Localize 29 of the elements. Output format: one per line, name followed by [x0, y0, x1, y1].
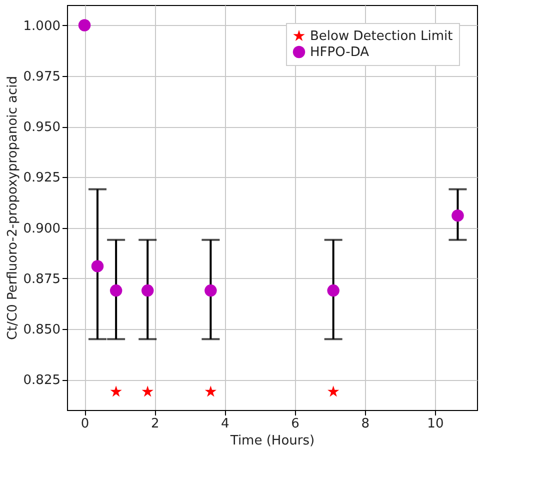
legend-label: HFPO-DA [310, 45, 370, 60]
point [204, 284, 217, 297]
y-tick-label: 0.925 [23, 170, 60, 186]
y-tick-label: 1.000 [23, 18, 60, 34]
x-axis-title: Time (Hours) [229, 434, 315, 448]
point [110, 284, 122, 297]
point [204, 386, 216, 397]
point [142, 386, 154, 397]
point [110, 386, 122, 397]
legend-label: Below Detection Limit [310, 29, 453, 44]
x-tick-label: 8 [361, 416, 370, 432]
y-tick-label: 0.875 [23, 272, 60, 287]
point [327, 284, 340, 297]
y-tick-label: 0.850 [23, 322, 60, 338]
x-tick-label: 2 [150, 416, 160, 432]
point [91, 260, 104, 272]
y-tick-label: 0.900 [23, 221, 60, 236]
point [78, 19, 91, 32]
point [452, 209, 464, 222]
x-tick-label: 4 [221, 416, 230, 432]
y-tick-label: 0.825 [23, 373, 60, 388]
x-tick-label: 10 [427, 416, 444, 432]
y-tick-label: 0.975 [23, 69, 60, 84]
x-tick-label: 6 [291, 416, 300, 432]
point [328, 386, 340, 397]
y-axis-title: Ct/C0 Perfluoro-2-propoxypropanoic acid [5, 76, 20, 340]
x-tick-label: 0 [80, 416, 90, 432]
y-tick-label: 0.950 [23, 120, 60, 135]
point [141, 284, 154, 297]
